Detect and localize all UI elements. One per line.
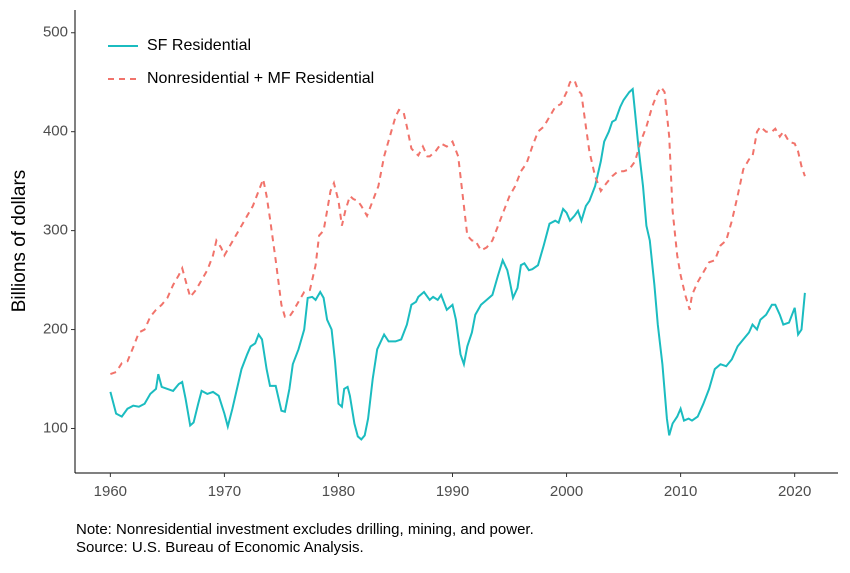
series-line [110, 78, 806, 376]
x-tick-label: 1990 [436, 483, 469, 500]
y-tick-label: 500 [43, 24, 68, 41]
y-tick-label: 100 [43, 419, 68, 436]
note: Note: Nonresidential investment excludes… [76, 521, 534, 538]
y-tick-label: 400 [43, 123, 68, 140]
x-tick-label: 1980 [322, 483, 355, 500]
y-tick-label: 200 [43, 321, 68, 338]
x-tick-label: 2020 [778, 483, 811, 500]
y-axis-label: Billions of dollars [9, 170, 30, 313]
series-line [109, 87, 806, 441]
legend-label: Nonresidential + MF Residential [147, 70, 374, 87]
x-tick-label: 1960 [94, 483, 127, 500]
y-tick-label: 300 [43, 222, 68, 239]
x-tick-label: 1970 [208, 483, 241, 500]
x-tick-label: 2000 [550, 483, 583, 500]
x-tick-label: 2010 [664, 483, 697, 500]
source: Source: U.S. Bureau of Economic Analysis… [76, 539, 364, 556]
legend-label: SF Residential [147, 37, 251, 54]
